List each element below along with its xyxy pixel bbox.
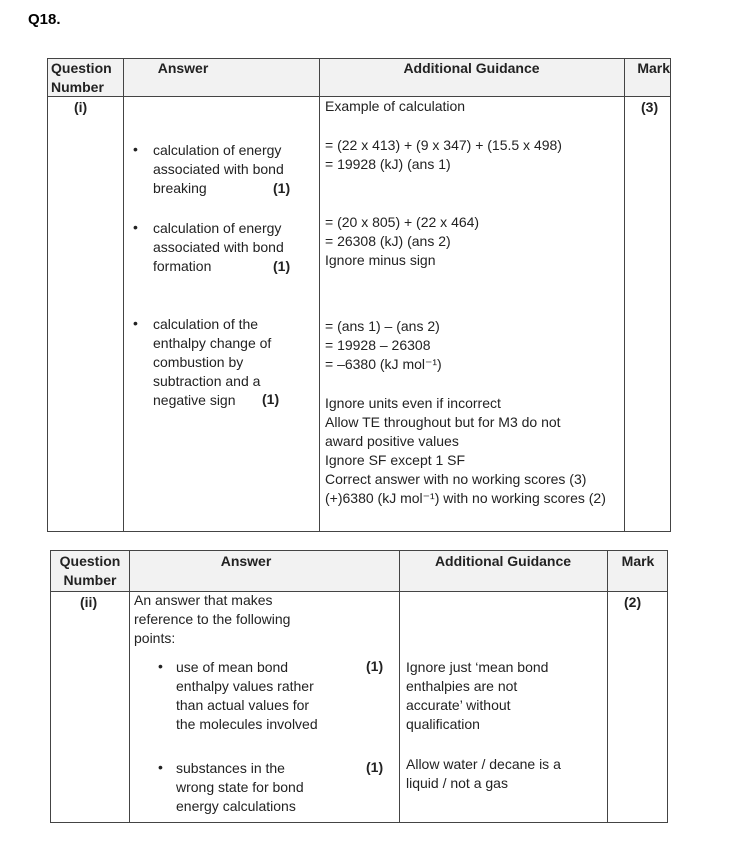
point-mark: (1) bbox=[366, 759, 384, 775]
header-mark: Mark bbox=[621, 553, 655, 569]
text-line: Ignore units even if incorrect bbox=[325, 395, 501, 411]
mark-scheme-table-part-i: Question Number Answer Additional Guidan… bbox=[47, 58, 671, 532]
text-line: Ignore SF except 1 SF bbox=[325, 452, 466, 468]
guidance-text: Example of calculation bbox=[325, 97, 465, 116]
total-mark: (3) bbox=[641, 99, 659, 115]
point-mark: (1) bbox=[273, 180, 291, 196]
text-line: = (22 x 413) + (9 x 347) + (15.5 x 498) bbox=[325, 137, 562, 153]
text-line: = (ans 1) – (ans 2) bbox=[325, 318, 440, 334]
column-divider bbox=[607, 551, 608, 822]
text-line: subtraction and a bbox=[153, 373, 261, 389]
mark-scheme-table-part-ii: Question Number Answer Additional Guidan… bbox=[50, 550, 668, 823]
bullet-icon: • bbox=[158, 759, 163, 775]
text-line: Ignore just ‘mean bond bbox=[406, 659, 549, 675]
guidance-text: Allow water / decane is a liquid / not a … bbox=[406, 755, 561, 793]
text-line: = 19928 (kJ) (ans 1) bbox=[325, 156, 451, 172]
answer-intro: An answer that makes reference to the fol… bbox=[134, 591, 290, 648]
bullet-icon: • bbox=[133, 315, 138, 331]
point-mark: (1) bbox=[366, 658, 384, 674]
text-line: associated with bond bbox=[153, 239, 284, 255]
text-line: breaking bbox=[153, 180, 207, 196]
text-line: the molecules involved bbox=[176, 716, 318, 732]
table-header bbox=[48, 59, 670, 97]
answer-point: calculation of the enthalpy change of comb… bbox=[153, 315, 271, 410]
text-line: = 19928 – 26308 bbox=[325, 337, 431, 353]
text-line: calculation of energy bbox=[153, 220, 282, 236]
question-number: (ii) bbox=[80, 594, 98, 610]
column-divider bbox=[319, 59, 320, 531]
header-answer: Answer bbox=[157, 60, 209, 76]
text-line: energy calculations bbox=[176, 798, 296, 814]
text-line: wrong state for bond bbox=[176, 779, 304, 795]
text-line: enthalpies are not bbox=[406, 678, 518, 694]
text-line: = (20 x 805) + (22 x 464) bbox=[325, 214, 480, 230]
answer-point: use of mean bond enthalpy values rather th… bbox=[176, 658, 318, 734]
column-divider bbox=[399, 551, 400, 822]
text-line: Allow TE throughout but for M3 do not bbox=[325, 414, 561, 430]
answer-point: calculation of energy associated with bon… bbox=[153, 219, 284, 276]
header-additional-guidance: Additional Guidance bbox=[403, 60, 540, 76]
answer-point: calculation of energy associated with bon… bbox=[153, 141, 284, 198]
header-additional-guidance: Additional Guidance bbox=[434, 553, 572, 569]
text-line: substances in the bbox=[176, 760, 285, 776]
column-divider bbox=[624, 59, 625, 531]
bullet-icon: • bbox=[133, 141, 138, 157]
text-line: = –6380 (kJ mol⁻¹) bbox=[325, 356, 442, 372]
text-line: award positive values bbox=[325, 433, 459, 449]
text-line: Allow water / decane is a bbox=[406, 756, 561, 772]
text-line: calculation of energy bbox=[153, 142, 282, 158]
text-line: negative sign bbox=[153, 392, 236, 408]
text-line: An answer that makes bbox=[134, 592, 273, 608]
header-question-number: Question Number bbox=[51, 60, 112, 95]
text-line: Correct answer with no working scores (3… bbox=[325, 471, 587, 487]
bullet-icon: • bbox=[133, 219, 138, 235]
text-line: Example of calculation bbox=[325, 98, 466, 114]
guidance-text: = (20 x 805) + (22 x 464) = 26308 (kJ) (a… bbox=[325, 213, 479, 270]
text-line: associated with bond bbox=[153, 161, 284, 177]
column-divider bbox=[129, 551, 130, 822]
text-line: (+)6380 (kJ mol⁻¹) with no working score… bbox=[325, 490, 606, 506]
guidance-text: = (22 x 413) + (9 x 347) + (15.5 x 498) =… bbox=[325, 136, 562, 174]
text-line: than actual values for bbox=[176, 697, 310, 713]
text-line: Ignore minus sign bbox=[325, 252, 436, 268]
table-header bbox=[51, 551, 667, 592]
text-line: combustion by bbox=[153, 354, 244, 370]
text-line: enthalpy values rather bbox=[176, 678, 314, 694]
guidance-text: Ignore units even if incorrect Allow TE t… bbox=[325, 394, 606, 508]
point-mark: (1) bbox=[262, 391, 280, 407]
total-mark: (2) bbox=[624, 594, 642, 610]
question-number: (i) bbox=[74, 99, 88, 115]
text-line: formation bbox=[153, 258, 212, 274]
header-mark: Mark bbox=[637, 60, 670, 76]
text-line: points: bbox=[134, 630, 176, 646]
text-line: calculation of the bbox=[153, 316, 259, 332]
bullet-icon: • bbox=[158, 658, 163, 674]
point-mark: (1) bbox=[273, 258, 291, 274]
header-question-number: Question Number bbox=[59, 553, 121, 588]
text-line: enthalpy change of bbox=[153, 335, 272, 351]
question-label: Q18. bbox=[28, 11, 61, 28]
guidance-text: = (ans 1) – (ans 2) = 19928 – 26308 = –638… bbox=[325, 317, 442, 374]
text-line: qualification bbox=[406, 716, 480, 732]
text-line: liquid / not a gas bbox=[406, 775, 508, 791]
answer-point: substances in the wrong state for bond ene… bbox=[176, 759, 304, 816]
header-answer: Answer bbox=[220, 553, 272, 569]
column-divider bbox=[123, 59, 124, 531]
guidance-text: Ignore just ‘mean bond enthalpies are not… bbox=[406, 658, 548, 734]
text-line: = 26308 (kJ) (ans 2) bbox=[325, 233, 451, 249]
text-line: use of mean bond bbox=[176, 659, 289, 675]
text-line: reference to the following bbox=[134, 611, 291, 627]
text-line: accurate’ without bbox=[406, 697, 511, 713]
